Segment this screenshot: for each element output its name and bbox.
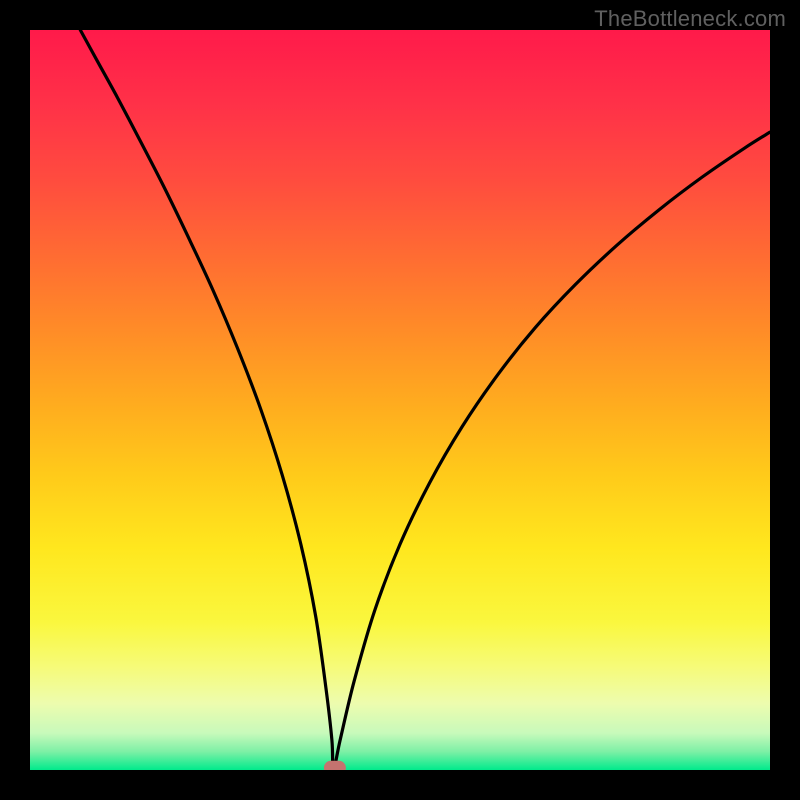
bottleneck-plot	[30, 30, 770, 770]
plot-svg	[30, 30, 770, 770]
optimum-marker	[324, 761, 346, 770]
watermark-text: TheBottleneck.com	[594, 6, 786, 32]
chart-frame: TheBottleneck.com	[0, 0, 800, 800]
